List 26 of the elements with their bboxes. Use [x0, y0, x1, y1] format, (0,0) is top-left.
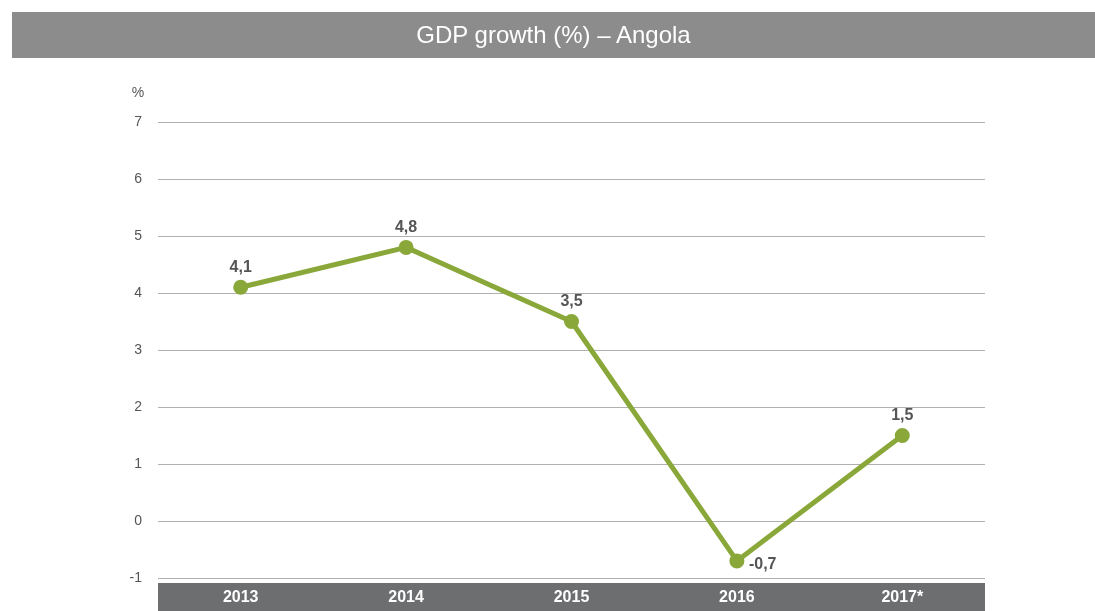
- x-tick-label: 2016: [719, 588, 755, 606]
- y-tick-label: 4: [134, 283, 143, 300]
- data-label: 4,8: [394, 217, 418, 235]
- x-tick-label: 2017*: [881, 588, 924, 606]
- point: [398, 239, 414, 255]
- point: [729, 553, 745, 569]
- data-label: 4,1: [229, 257, 252, 275]
- y-tick-label: 3: [134, 340, 143, 357]
- point: [894, 428, 910, 443]
- chart-title: GDP growth (%) – Angola: [12, 12, 1095, 58]
- y-tick-label: 5: [134, 226, 143, 243]
- y-tick-label: -1: [129, 568, 143, 585]
- data-label: 1,5: [891, 405, 914, 423]
- y-tick-label: 0: [134, 511, 143, 528]
- y-tick-label: 6: [134, 169, 143, 186]
- y-tick-label: 1: [134, 454, 143, 471]
- y-axis-title: %: [131, 83, 145, 100]
- data-label: -0,7: [748, 555, 777, 573]
- y-tick-label: 2: [134, 397, 143, 414]
- y-tick-label: 7: [134, 112, 143, 129]
- point: [233, 279, 249, 295]
- x-tick-label: 2015: [553, 588, 590, 606]
- x-tick-label: 2013: [222, 588, 259, 606]
- x-tick-label: 2014: [388, 588, 424, 606]
- point: [564, 314, 579, 329]
- data-label: 3,5: [560, 291, 583, 309]
